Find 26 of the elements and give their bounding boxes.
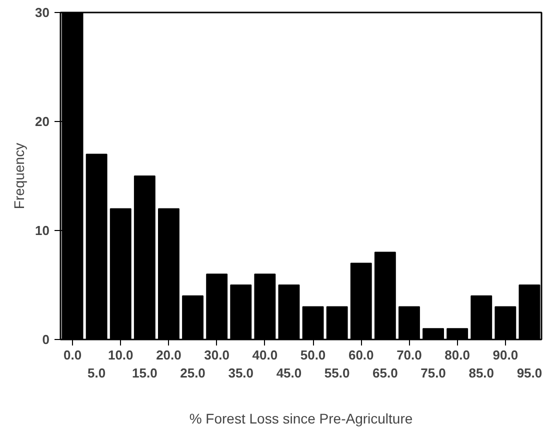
x-tick-label: 90.0 [492, 348, 518, 362]
x-tick-label: 70.0 [396, 348, 422, 362]
y-axis-title: Frequency [11, 142, 28, 210]
x-tick-label: 40.0 [252, 348, 278, 362]
y-tick-label: 10 [35, 223, 50, 238]
x-tick-label: 80.0 [444, 348, 470, 362]
y-tick-label: 30 [35, 5, 50, 20]
x-tick-label: 85.0 [468, 366, 494, 380]
x-tick-label: 65.0 [372, 366, 398, 380]
y-tick-label: 0 [42, 332, 50, 347]
x-tick-label: 35.0 [228, 366, 254, 380]
x-tick-label: 95.0 [516, 366, 542, 380]
x-tick-label: 25.0 [180, 366, 206, 380]
x-tick-label: 45.0 [276, 366, 302, 380]
x-tick-label: 0.0 [63, 348, 82, 362]
x-tick-label: 50.0 [300, 348, 326, 362]
x-tick-label: 5.0 [88, 366, 106, 380]
x-tick-label: 30.0 [204, 348, 230, 362]
x-axis-title: % Forest Loss since Pre-Agriculture [189, 410, 413, 426]
x-tick-label: 10.0 [108, 348, 134, 362]
y-tick-label: 20 [35, 114, 50, 129]
x-tick-label: 15.0 [132, 366, 158, 380]
x-tick-label: 20.0 [156, 348, 182, 362]
x-tick-label: 75.0 [420, 366, 446, 380]
x-tick-label: 55.0 [324, 366, 350, 380]
x-tick-label: 60.0 [348, 348, 374, 362]
